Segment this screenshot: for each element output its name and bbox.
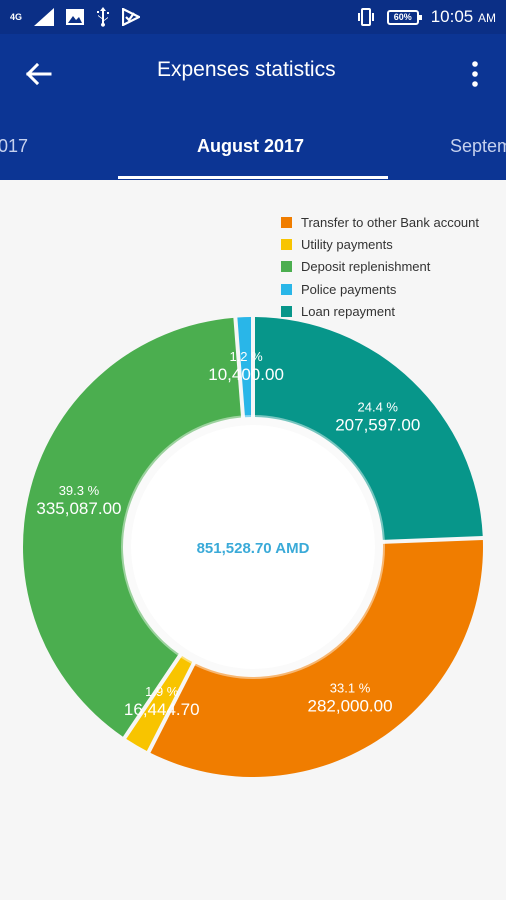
legend-label: Deposit replenishment xyxy=(301,259,431,275)
legend-swatch xyxy=(281,283,292,295)
slice-percent-label: 39.3 % xyxy=(59,483,100,498)
slice-percent-label: 33.1 % xyxy=(330,681,371,696)
slice-value-label: 335,087.00 xyxy=(36,499,121,518)
slice-value-label: 16,444.70 xyxy=(124,700,200,719)
more-vertical-icon xyxy=(472,61,478,87)
slice-value-label: 10,400.00 xyxy=(208,365,284,384)
month-tabs: 017 August 2017 Septem xyxy=(0,114,506,180)
legend-swatch xyxy=(281,305,292,317)
legend-item: Transfer to other Bank account xyxy=(281,211,479,233)
tab-august-2017[interactable]: August 2017 xyxy=(197,136,305,156)
legend-label: Utility payments xyxy=(301,236,393,252)
legend-label: Police payments xyxy=(301,281,397,297)
signal-icon xyxy=(34,8,55,26)
app-toolbar: Expenses statistics xyxy=(0,34,506,114)
donut-slice-4[interactable] xyxy=(237,317,252,418)
battery-icon: 60% xyxy=(386,9,422,25)
donut-slice-2[interactable] xyxy=(126,655,193,752)
legend-label: Transfer to other Bank account xyxy=(301,214,480,230)
network-indicator: 4G xyxy=(10,11,23,22)
status-bar: 4G 60% 10:05 AM xyxy=(0,0,506,34)
legend-swatch xyxy=(281,261,292,273)
slice-percent-label: 24.4 % xyxy=(358,399,399,414)
slice-value-label: 282,000.00 xyxy=(307,697,392,716)
legend-item: Utility payments xyxy=(281,233,479,255)
vibrate-icon xyxy=(357,8,374,26)
slice-percent-label: 1.2 % xyxy=(229,349,263,364)
page-title: Expenses statistics xyxy=(157,58,336,81)
total-amount-label: 851,528.70 AMD xyxy=(197,540,310,557)
donut-slice-0[interactable] xyxy=(254,317,483,540)
tab-next-month[interactable]: Septem xyxy=(450,136,506,156)
legend-swatch xyxy=(281,238,292,250)
chart-legend: Transfer to other Bank account Utility p… xyxy=(281,211,479,322)
tab-previous-month[interactable]: 017 xyxy=(0,136,29,156)
slice-percent-label: 1.9 % xyxy=(145,684,179,699)
usb-icon xyxy=(97,7,110,27)
image-notification-icon xyxy=(66,9,85,25)
legend-item: Loan repayment xyxy=(281,300,479,322)
more-options-button[interactable] xyxy=(460,56,490,92)
donut-slice-3[interactable] xyxy=(23,317,242,737)
donut-slice-1[interactable] xyxy=(150,540,483,777)
slice-value-label: 207,597.00 xyxy=(335,415,420,434)
tab-indicator xyxy=(118,176,388,179)
clock: 10:05 AM xyxy=(431,7,496,27)
legend-item: Police payments xyxy=(281,278,479,300)
legend-swatch xyxy=(281,216,292,228)
donut-center xyxy=(131,425,375,669)
clock-ampm: AM xyxy=(478,11,496,25)
check-notification-icon xyxy=(122,8,141,26)
donut-inner-ring xyxy=(121,415,385,679)
back-button[interactable] xyxy=(18,56,58,92)
legend-item: Deposit replenishment xyxy=(281,256,479,278)
back-arrow-icon xyxy=(25,62,52,86)
legend-label: Loan repayment xyxy=(301,303,395,319)
clock-time: 10:05 xyxy=(430,7,474,26)
